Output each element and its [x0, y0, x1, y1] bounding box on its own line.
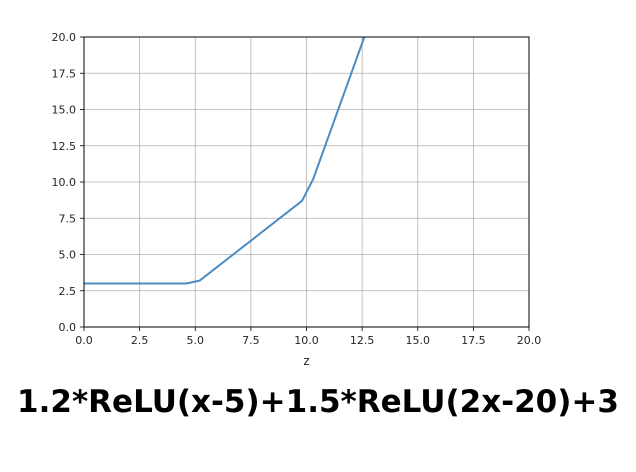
series-layer	[84, 36, 366, 285]
x-tick-label: 2.5	[131, 334, 149, 347]
x-tick-label: 10.0	[294, 334, 319, 347]
x-axis: 0.0 2.5 5.0 7.5 10.0 12.5 15.0 17.5 20.0	[75, 327, 541, 347]
y-tick-label: 10.0	[52, 176, 77, 189]
series-line	[84, 36, 366, 285]
x-tick-label: 15.0	[406, 334, 431, 347]
formula-caption: 1.2*ReLU(x-5)+1.5*ReLU(2x-20)+3	[17, 384, 619, 420]
x-tick-label: 17.5	[461, 334, 486, 347]
x-tick-label: 12.5	[350, 334, 375, 347]
y-tick-label: 20.0	[52, 31, 77, 44]
y-tick-label: 7.5	[59, 212, 77, 225]
x-axis-label: z	[303, 354, 309, 368]
chart: 0.0 2.5 5.0 7.5 10.0 12.5 15.0 17.5 20.0 0.0 2.5 5…	[52, 31, 542, 368]
x-tick-label: 7.5	[242, 334, 260, 347]
y-tick-label: 2.5	[59, 285, 77, 298]
y-axis: 0.0 2.5 5.0 7.5 10.0 12.5 15.0 17.5 20.0	[52, 31, 84, 334]
y-tick-label: 5.0	[59, 249, 77, 262]
x-tick-label: 0.0	[75, 334, 93, 347]
x-tick-label: 20.0	[517, 334, 542, 347]
y-tick-label: 17.5	[52, 67, 77, 80]
y-tick-label: 12.5	[52, 140, 77, 153]
x-tick-label: 5.0	[187, 334, 205, 347]
y-tick-label: 15.0	[52, 104, 77, 117]
y-tick-label: 0.0	[59, 321, 77, 334]
